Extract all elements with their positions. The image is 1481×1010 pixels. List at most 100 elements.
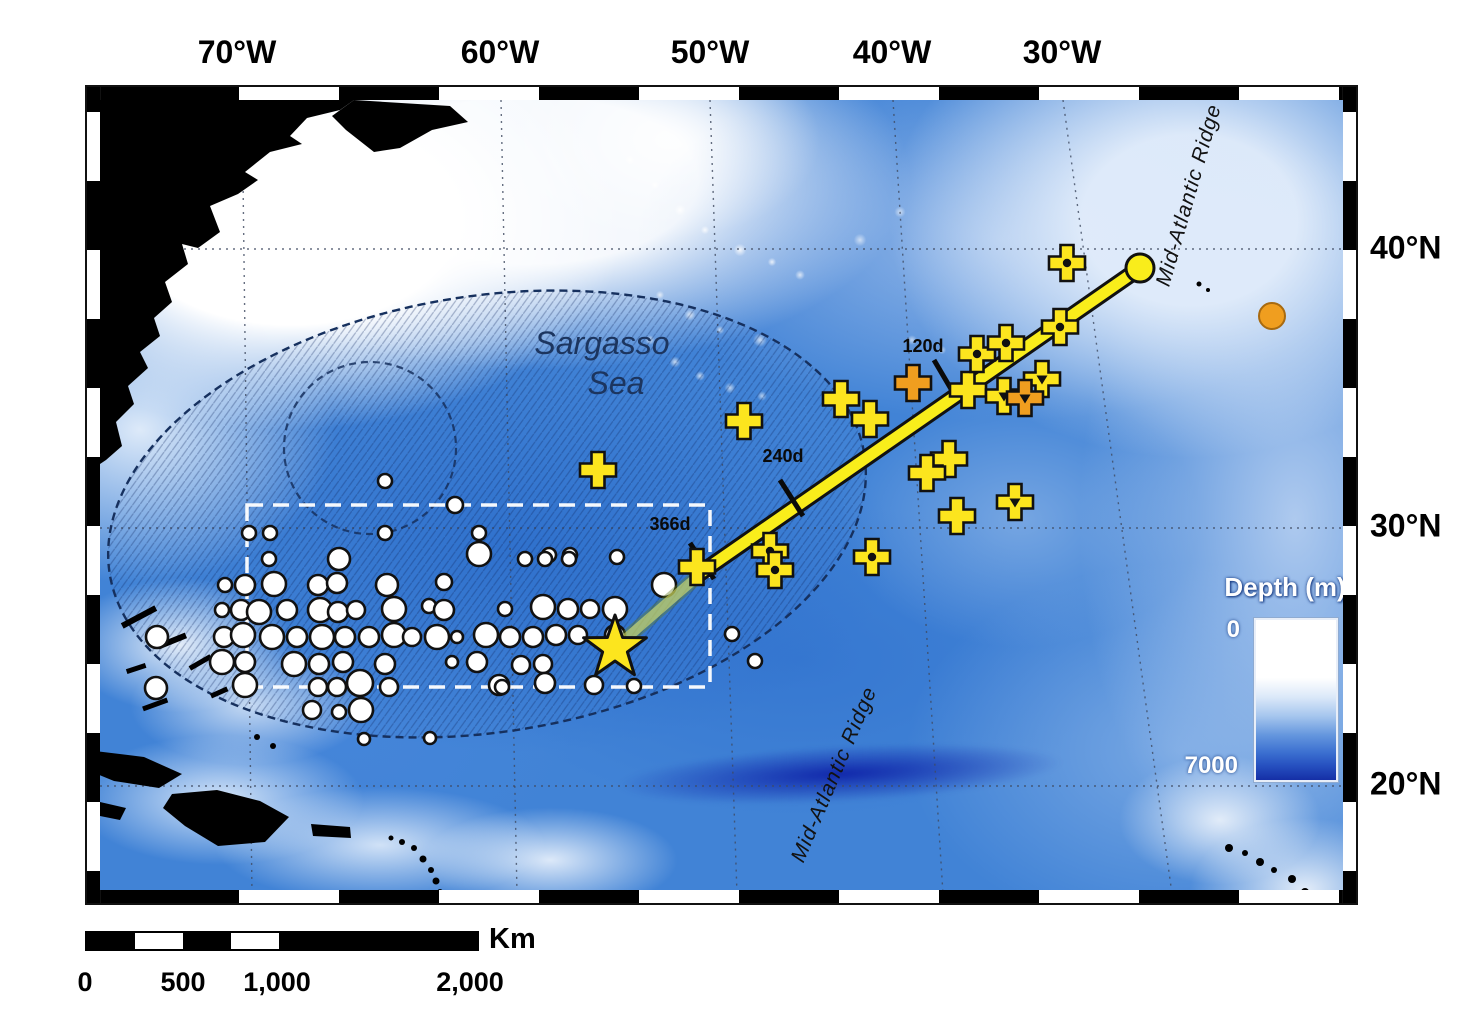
scale-bar-segment [231, 933, 279, 949]
depth-legend-title: Depth (m) [1224, 572, 1343, 602]
observation-circle [625, 677, 643, 695]
neatline-corner [87, 890, 100, 903]
observation-circle [496, 600, 514, 618]
latitude-tick-label: 40°N [1370, 229, 1442, 266]
cross-center-dot [1062, 258, 1072, 268]
observation-circle [521, 625, 545, 649]
yellow-cross-marker [850, 399, 890, 439]
observation-circle [308, 623, 336, 651]
track-day-label: 120d [902, 336, 943, 356]
puerto-rico [311, 824, 351, 838]
observation-circle [465, 650, 489, 674]
depth-legend-min: 0 [1226, 616, 1240, 643]
observation-circle [498, 625, 522, 649]
observation-circle [301, 699, 323, 721]
inner-dashed-contour [282, 360, 458, 536]
observation-circle [345, 599, 367, 621]
map-frame: Sargasso Sea Mid-Atlantic Ridge Mid-Atla… [85, 85, 1358, 905]
latitude-tick-label: 20°N [1370, 765, 1442, 802]
yellow-cross-marker [948, 370, 988, 410]
yellow-cross-marker [821, 379, 861, 419]
observation-circle [356, 731, 372, 747]
observation-circle [465, 540, 493, 568]
observation-circle [306, 573, 330, 597]
scale-bar-tick-label: 2,000 [436, 967, 504, 997]
track-line [693, 262, 1146, 580]
hispaniola [163, 790, 289, 846]
observation-circle [434, 572, 454, 592]
observation-circle [516, 550, 534, 568]
observation-circle [245, 598, 273, 626]
land-group [100, 100, 1309, 890]
release-star-marker [582, 613, 648, 677]
cross-center-dot [1055, 322, 1065, 332]
observation-circle [401, 626, 423, 648]
scale-bar-segment [183, 933, 231, 949]
observation-circle [330, 703, 348, 721]
observation-circle [608, 548, 626, 566]
scale-bar-unit: Km [489, 923, 536, 955]
scale-bar-segment [279, 933, 477, 949]
observation-circle [233, 650, 257, 674]
observation-circle [285, 625, 309, 649]
cross-center-triangle [1009, 498, 1021, 508]
observation-circle [746, 652, 764, 670]
lesser-antilles [388, 835, 443, 890]
observation-circle [579, 598, 601, 620]
sargasso-sea-label-line2: Sea [588, 365, 645, 401]
observation-circle [567, 624, 589, 646]
neatline-bottom [87, 889, 1356, 903]
sargasso-sea-label-line1: Sargasso [534, 325, 669, 361]
observation-circle [493, 678, 511, 696]
observation-circle [275, 598, 299, 622]
cross-center-triangle [1019, 394, 1031, 404]
observation-circle [583, 674, 605, 696]
observation-circle [326, 600, 350, 624]
observation-circle [445, 495, 465, 515]
observation-circle [208, 648, 236, 676]
yellow-cross-marker [578, 450, 618, 490]
observation-circle [325, 571, 349, 595]
longitude-tick-label: 30°W [1022, 34, 1102, 70]
observation-circle [345, 668, 375, 698]
longitude-tick-label: 40°W [852, 34, 932, 70]
scale-bar-segment [87, 933, 135, 949]
neatline-right [1342, 87, 1356, 903]
observation-circle [536, 550, 554, 568]
observation-circle [143, 675, 169, 701]
observation-circle [326, 546, 352, 572]
yellow-cross-marker [929, 439, 969, 479]
nova-scotia [332, 100, 468, 152]
yellow-cross-marker [907, 453, 947, 493]
observation-circle [444, 654, 460, 670]
observation-circle [144, 624, 170, 650]
orange-circle-marker [1258, 302, 1286, 330]
observation-circle [307, 676, 329, 698]
observation-circle [422, 730, 438, 746]
cross-center-dot [972, 349, 982, 359]
eastern-atlantic-islands [1196, 281, 1309, 890]
observation-circle [449, 629, 465, 645]
observation-circle [432, 598, 456, 622]
scale-bar-segment [135, 933, 183, 949]
observation-circle [258, 623, 286, 651]
cuba [100, 751, 182, 788]
depth-legend-colorbar [1253, 617, 1339, 783]
observation-circle [470, 524, 488, 542]
observation-circle [213, 601, 231, 619]
observation-circle [231, 671, 259, 699]
observation-circle [280, 650, 308, 678]
map-canvas: Sargasso Sea Mid-Atlantic Ridge Mid-Atla… [100, 100, 1343, 890]
longitude-axis: 70°W 60°W 50°W 40°W 30°W [0, 34, 1481, 80]
longitude-tick-label: 60°W [460, 34, 540, 70]
observation-circle [650, 571, 678, 599]
marker-layer: 366d 240d 120d [143, 243, 1286, 747]
observation-circle [260, 570, 288, 598]
observation-circle [723, 625, 741, 643]
yellow-cross-marker [937, 496, 977, 536]
observation-circle [532, 653, 554, 675]
cross-center-dot [867, 552, 877, 562]
observation-circle [560, 550, 578, 568]
track-day-label: 240d [762, 446, 803, 466]
